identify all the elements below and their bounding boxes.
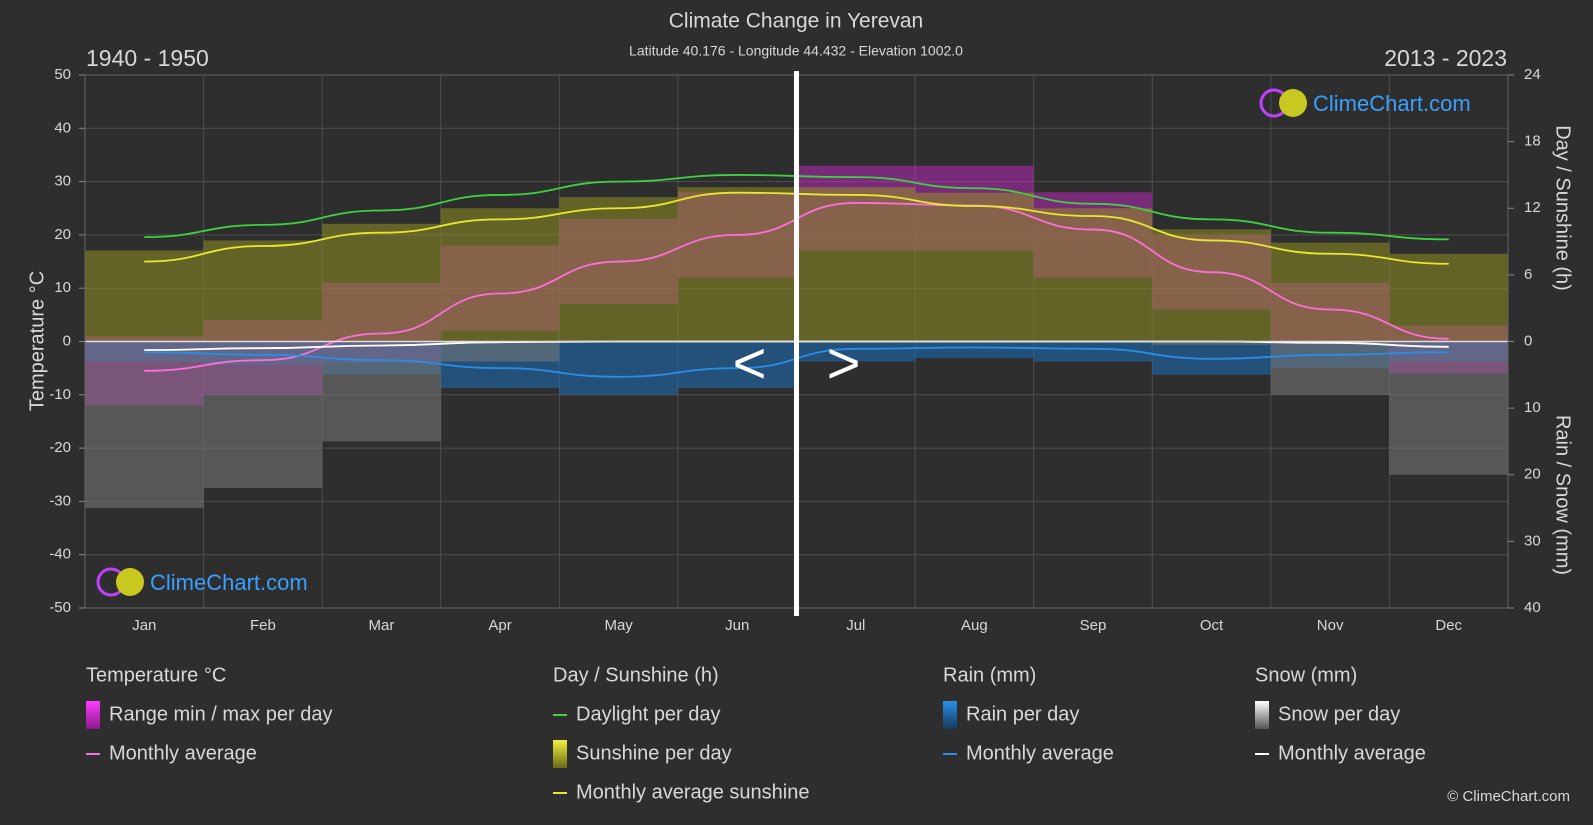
legend-swatch <box>86 701 100 729</box>
bar <box>1152 229 1271 342</box>
y-tick-label: -10 <box>49 386 71 403</box>
legend-swatch <box>1255 701 1269 729</box>
bar <box>1270 242 1390 342</box>
bar <box>440 341 560 362</box>
bar <box>203 341 323 489</box>
bar <box>1033 208 1153 342</box>
logo-text: ClimeChart.com <box>1313 91 1471 116</box>
legend-label: Snow per day <box>1278 703 1400 725</box>
x-tick-label: Mar <box>369 617 395 634</box>
y-tick-label: 30 <box>54 173 71 190</box>
legend-label: Range min / max per day <box>109 703 332 725</box>
copyright: © ClimeChart.com <box>1447 788 1570 805</box>
legend-label: Monthly average <box>1278 742 1426 764</box>
x-tick-label: May <box>604 617 633 634</box>
x-tick-label: Jun <box>725 617 749 634</box>
bar <box>915 341 1034 359</box>
legend-label: Rain per day <box>966 703 1079 725</box>
y-tick-label: -40 <box>49 546 71 563</box>
y-tick-label: -20 <box>49 439 71 456</box>
legend: Temperature °C Range min / max per day Mon… <box>86 664 1426 803</box>
bar <box>1389 253 1508 342</box>
legend-title: Temperature °C <box>86 664 226 686</box>
period-right: 2013 - 2023 <box>1384 45 1507 71</box>
plot-area: -50 -40 -30 -20 -10 0 10 20 30 40 50 0 6 12 18 24 10 20 30… <box>49 66 1540 634</box>
line <box>144 202 1449 372</box>
y3-axis-label: Rain / Snow (mm) <box>1552 415 1574 575</box>
line <box>144 346 1449 378</box>
chart-title: Climate Change in Yerevan <box>669 10 924 33</box>
x-tick-label: Nov <box>1317 617 1344 634</box>
legend-label: Daylight per day <box>576 703 721 725</box>
y-tick-label: 50 <box>54 66 71 83</box>
legend-title: Day / Sunshine (h) <box>553 664 719 686</box>
bar <box>796 341 916 362</box>
bar <box>85 250 204 342</box>
x-tick-label: Aug <box>961 617 988 634</box>
legend-title: Rain (mm) <box>943 664 1036 686</box>
legend-label: Monthly average sunshine <box>576 781 809 803</box>
logo-sun <box>116 568 144 596</box>
legend-label: Monthly average <box>109 742 257 764</box>
y-tick-label: 10 <box>54 279 71 296</box>
legend-swatch <box>553 740 567 768</box>
y2-tick-label: 18 <box>1524 133 1541 150</box>
nav-prev[interactable]: < <box>733 331 767 396</box>
y-axis-label: Temperature °C <box>26 271 48 411</box>
x-tick-label: Sep <box>1080 617 1107 634</box>
bar <box>322 223 441 342</box>
bar <box>85 341 204 509</box>
y-tick-label: -30 <box>49 492 71 509</box>
y-tick-label: 0 <box>63 332 71 349</box>
bar <box>559 197 678 342</box>
y-tick-label: 40 <box>54 119 71 136</box>
y3-tick-label: 40 <box>1524 599 1541 616</box>
logo-bottom: ClimeChart.com <box>96 567 308 597</box>
nav-next[interactable]: > <box>827 331 861 396</box>
bar <box>1152 341 1271 345</box>
legend-label: Sunshine per day <box>576 742 732 764</box>
legend-swatch <box>943 701 957 729</box>
y2-tick-label: 12 <box>1524 199 1541 216</box>
bar <box>1270 341 1390 395</box>
period-left: 1940 - 1950 <box>86 45 209 71</box>
x-tick-label: Jul <box>846 617 865 634</box>
logo-top: ClimeChart.com <box>1259 88 1471 118</box>
y2-tick-label: 6 <box>1524 266 1532 283</box>
y3-tick-label: 30 <box>1524 532 1541 549</box>
logo-sun <box>1279 89 1307 117</box>
y-tick-label: 20 <box>54 226 71 243</box>
legend-title: Snow (mm) <box>1255 664 1357 686</box>
bar <box>796 187 916 342</box>
y2-tick-label: 24 <box>1524 66 1541 83</box>
chart-subtitle: Latitude 40.176 - Longitude 44.432 - Ele… <box>629 43 963 59</box>
bar <box>203 240 323 342</box>
x-tick-label: Jan <box>132 617 156 634</box>
y2-tick-label: 0 <box>1524 332 1532 349</box>
bar <box>1389 341 1508 475</box>
bar <box>677 187 797 342</box>
bar <box>1033 341 1153 362</box>
bar <box>440 208 560 342</box>
bar <box>559 341 678 395</box>
y3-tick-label: 10 <box>1524 399 1541 416</box>
x-tick-label: Apr <box>488 617 511 634</box>
logo-text: ClimeChart.com <box>150 570 308 595</box>
x-tick-label: Oct <box>1200 617 1224 634</box>
bar <box>322 341 441 442</box>
y-tick-label: -50 <box>49 599 71 616</box>
x-tick-label: Feb <box>250 617 276 634</box>
legend-label: Monthly average <box>966 742 1114 764</box>
y2-axis-label: Day / Sunshine (h) <box>1552 125 1574 291</box>
y3-tick-label: 20 <box>1524 466 1541 483</box>
bar <box>915 192 1034 342</box>
x-tick-label: Dec <box>1435 617 1462 634</box>
